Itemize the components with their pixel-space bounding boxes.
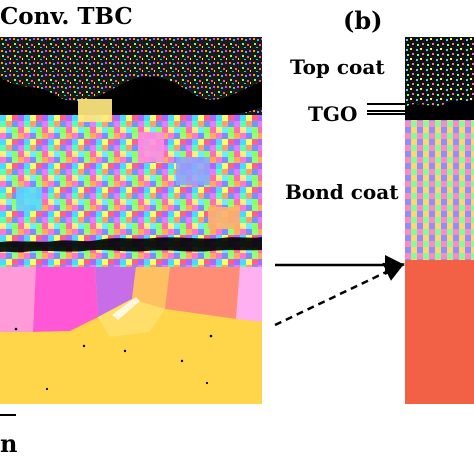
tgo-label: TGO: [308, 102, 358, 126]
ebsd-map-panel-b-image: [405, 37, 474, 404]
interface-arrow-dashed: [274, 262, 405, 327]
bond-coat-label: Bond coat: [285, 180, 399, 204]
figure-title: Conv. TBC: [0, 3, 133, 30]
panel-b-label: (b): [343, 6, 383, 35]
scale-bar-unit: n: [0, 429, 18, 458]
ebsd-map-panel-b: [405, 37, 474, 404]
top-coat-label: Top coat: [290, 55, 385, 79]
ebsd-map-panel-a: [0, 37, 262, 404]
ebsd-map-panel-a-image: [0, 37, 262, 404]
